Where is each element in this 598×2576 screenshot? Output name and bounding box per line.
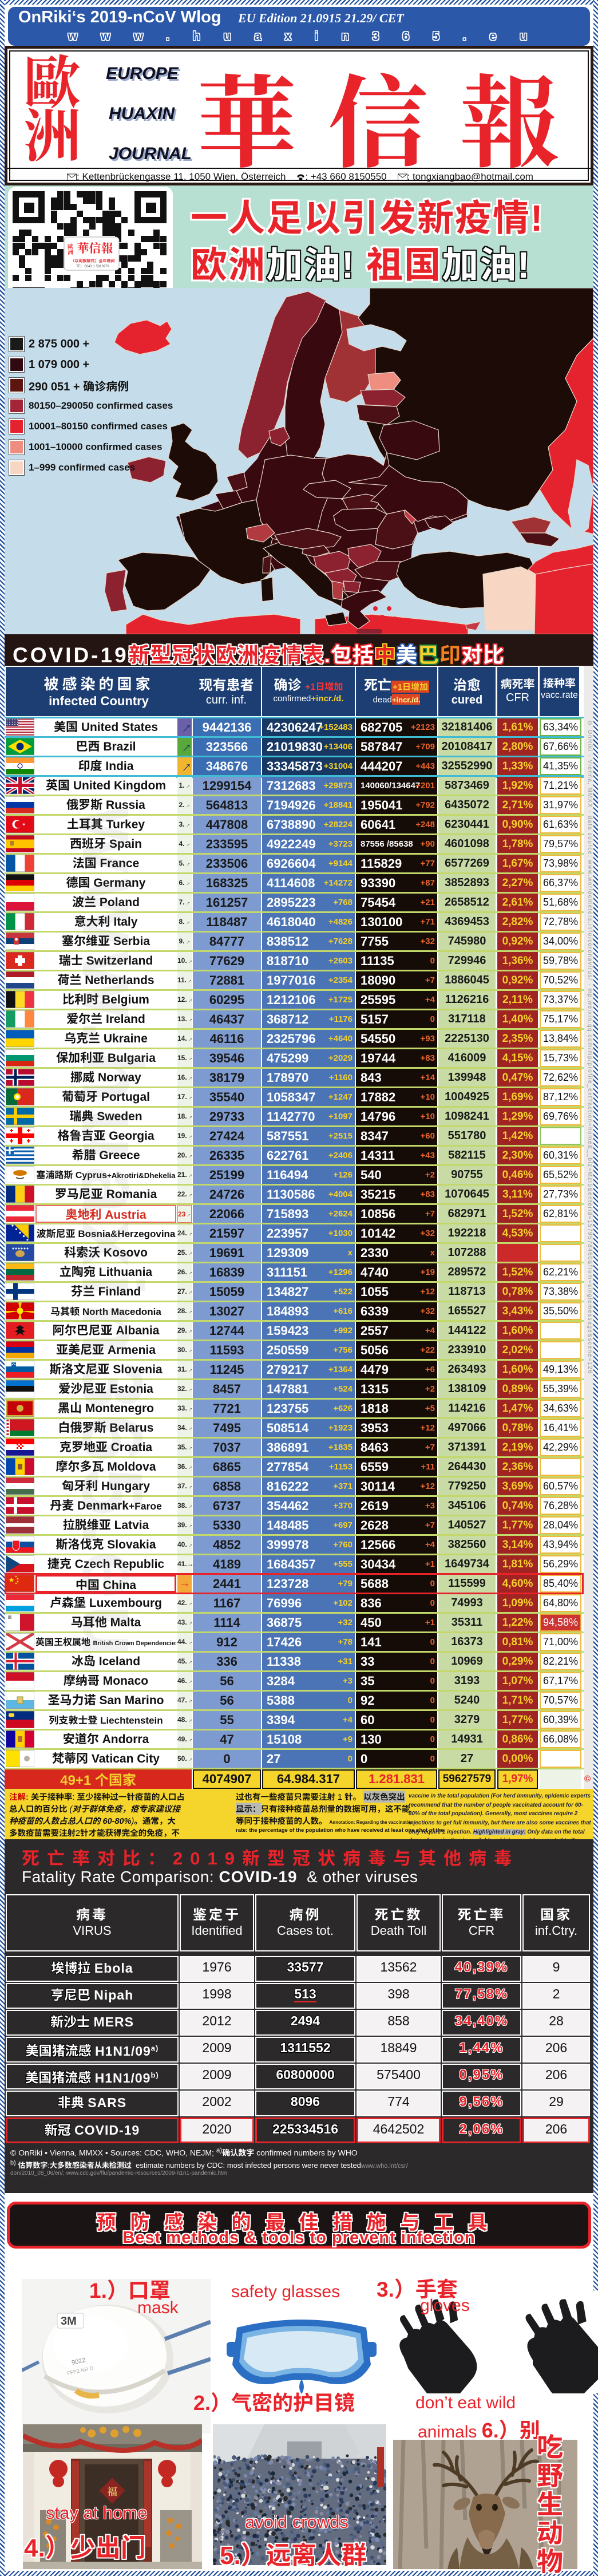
svg-text:洲: 洲 <box>68 247 73 256</box>
svg-text:9022: 9022 <box>71 2357 86 2366</box>
svg-text:福: 福 <box>107 2484 117 2499</box>
svg-text:華信報: 華信報 <box>77 239 113 256</box>
svg-text:（以周报模式）全年赠阅: （以周报模式）全年赠阅 <box>71 258 115 264</box>
svg-text:歐: 歐 <box>68 242 73 250</box>
svg-text:TEL: 0043 1 5813979: TEL: 0043 1 5813979 <box>76 265 109 268</box>
svg-text:3M: 3M <box>61 2315 77 2328</box>
